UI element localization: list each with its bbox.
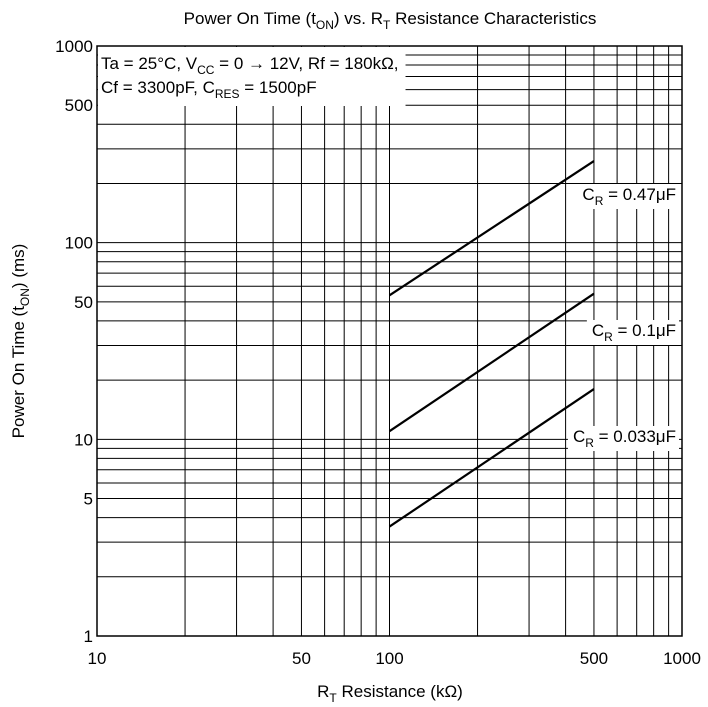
conditions-line-1: Ta = 25°C, VCC = 0 → 12V, Rf = 180kΩ, <box>101 54 399 77</box>
series-label-text: CR = 0.033μF <box>573 427 676 450</box>
series-label-text: CR = 0.1μF <box>592 321 676 344</box>
series-group <box>388 160 595 528</box>
x-tick-label: 1000 <box>663 649 701 668</box>
x-tick-label: 50 <box>292 649 311 668</box>
x-tick-label: 10 <box>88 649 107 668</box>
x-tick-labels: 10 50 100 500 1000 <box>88 649 701 668</box>
y-tick-label: 10 <box>74 430 93 449</box>
series-label-0: CR = 0.47μF <box>577 184 679 209</box>
y-tick-label: 5 <box>84 490 93 509</box>
y-tick-label: 100 <box>65 234 93 253</box>
series-line-0 <box>388 160 595 297</box>
y-tick-label: 1000 <box>55 37 93 56</box>
series-labels: CR = 0.47μF CR = 0.1μF CR = 0.033μF <box>567 184 679 451</box>
conditions-line-2: Cf = 3300pF, CRES = 1500pF <box>101 78 317 101</box>
series-label-1: CR = 0.1μF <box>586 320 679 345</box>
series-label-2: CR = 0.033μF <box>567 426 679 451</box>
y-tick-label: 50 <box>74 293 93 312</box>
y-tick-label: 1 <box>84 627 93 646</box>
y-tick-label: 500 <box>65 96 93 115</box>
x-tick-label: 500 <box>580 649 608 668</box>
x-axis-label: RT Resistance (kΩ) <box>317 682 463 705</box>
plot-frame <box>96 45 683 637</box>
series-line-1 <box>388 292 595 433</box>
y-tick-labels: 1 5 10 50 100 500 1000 <box>55 37 93 646</box>
x-tick-label: 100 <box>375 649 403 668</box>
chart-title: Power On Time (tON) vs. RT Resistance Ch… <box>184 9 597 32</box>
conditions-box: Ta = 25°C, VCC = 0 → 12V, Rf = 180kΩ, Cf… <box>98 47 406 106</box>
y-axis-label: Power On Time (tON) (ms) <box>9 244 32 439</box>
series-line-2 <box>388 388 595 528</box>
series-label-text: CR = 0.47μF <box>582 185 676 208</box>
